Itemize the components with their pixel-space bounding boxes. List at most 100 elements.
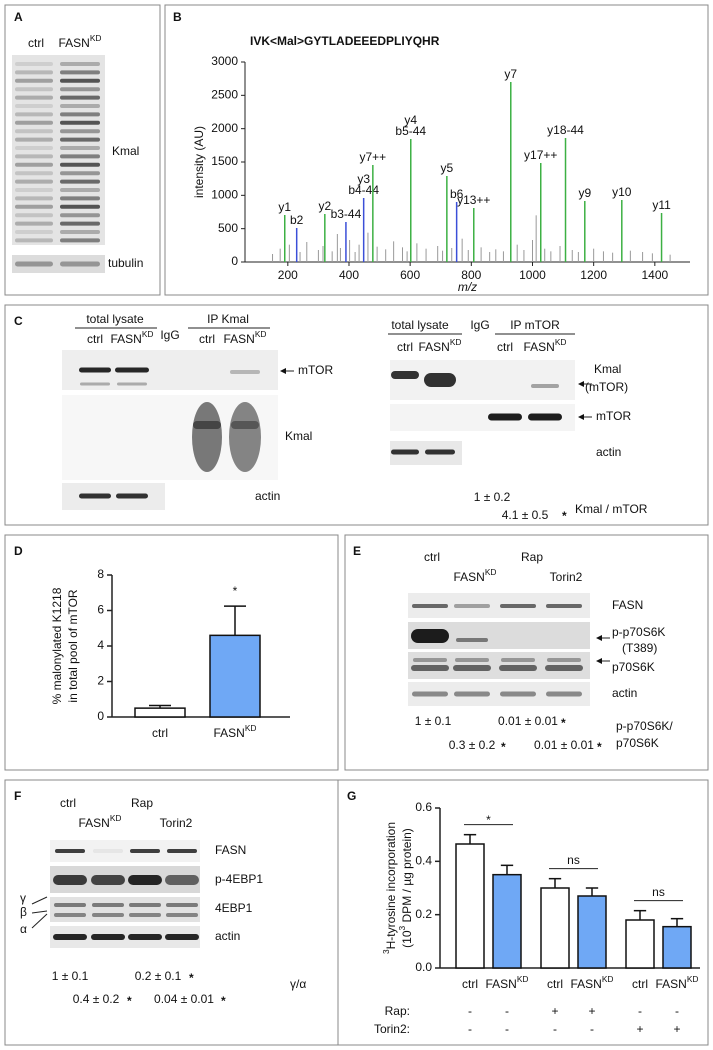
label: p70S6K — [616, 736, 659, 750]
significance-label: * — [233, 584, 238, 598]
blot-band — [15, 230, 53, 234]
blot-band — [60, 120, 100, 125]
label: 4.1 ± 0.5 — [502, 508, 549, 522]
text-part: FASN — [419, 340, 450, 354]
bar — [540, 887, 570, 969]
blot-band — [193, 421, 221, 429]
label: γ — [20, 891, 26, 905]
text-part: FASN — [59, 36, 90, 50]
peak-label: b3-44 — [331, 207, 362, 221]
y-axis-label: 3H-tyrosine incorporation — [381, 822, 398, 954]
blot-band — [15, 112, 53, 117]
blot-band — [391, 449, 419, 455]
blot-band — [91, 934, 125, 940]
blot-band — [456, 638, 488, 642]
blot-band — [60, 129, 100, 134]
blot-band — [92, 913, 124, 917]
label: γ/α — [290, 977, 306, 991]
text-part: ctrl — [424, 550, 440, 564]
treatment-mark: + — [673, 1022, 680, 1036]
label: Torin2 — [160, 816, 193, 830]
blot-band — [166, 913, 198, 917]
label: ctrl — [424, 550, 440, 564]
peak-label: y7 — [504, 67, 517, 81]
label: * — [562, 509, 567, 523]
blot-band — [413, 658, 447, 662]
blot-band — [412, 691, 448, 697]
y-tick-label: 0.4 — [415, 854, 432, 868]
significance-label: ns — [652, 885, 665, 899]
isoform-tick — [31, 896, 48, 905]
blot-band — [53, 934, 87, 940]
text-part: ctrl — [152, 726, 168, 740]
text-part: ctrl — [199, 332, 215, 346]
superscript: KD — [485, 567, 497, 577]
superscript: KD — [245, 723, 257, 733]
blot-band — [15, 171, 53, 176]
blot-band — [15, 221, 53, 226]
peak-label: y1 — [278, 200, 291, 214]
label: p70S6K — [612, 660, 655, 674]
label: FASNKD — [111, 329, 154, 346]
blot-band — [411, 665, 449, 671]
bar — [209, 634, 261, 718]
treatment-mark: - — [590, 1022, 594, 1036]
y-tick-label: 0.0 — [415, 960, 432, 974]
panel-frame — [164, 4, 709, 296]
blot-band — [15, 154, 53, 159]
superscript: KD — [90, 33, 102, 43]
x-tick-label: ctrl — [547, 977, 563, 991]
blot — [390, 360, 575, 400]
blot-band — [500, 691, 536, 697]
blot-band — [60, 179, 100, 184]
y-tick-label: 1000 — [211, 188, 238, 202]
arrow-head — [596, 635, 602, 641]
label: ctrl — [28, 36, 44, 50]
blot-band — [60, 188, 100, 192]
blot — [50, 897, 200, 922]
significance-label: ns — [567, 853, 580, 867]
blot-band — [166, 903, 198, 907]
label: total lysate — [391, 318, 449, 332]
y-axis-label: in total pool of mTOR — [66, 589, 80, 702]
bar — [455, 843, 485, 969]
text-part: Torin2 — [160, 816, 193, 830]
y-tick-label: 3000 — [211, 54, 238, 68]
blot-band — [15, 204, 53, 209]
x-tick-label: 1400 — [641, 268, 668, 282]
text-part: FASN — [214, 726, 245, 740]
blot-band — [93, 849, 123, 853]
text-part: FASN — [656, 977, 687, 991]
text-part: DPM / µg protein) — [400, 828, 414, 926]
text-part: H-tyrosine incorporation — [384, 822, 398, 949]
panel-letter: G — [347, 789, 356, 803]
label: ctrl — [497, 340, 513, 354]
blot-band — [60, 95, 100, 100]
y-tick-label: 6 — [97, 603, 104, 617]
label: 0.2 ± 0.1 — [135, 969, 182, 983]
label: actin — [612, 686, 637, 700]
blot-band — [129, 903, 161, 907]
blot-band — [15, 188, 53, 192]
label: p-p70S6K/ — [616, 719, 673, 733]
bar — [134, 707, 186, 718]
text-part: ctrl — [28, 36, 44, 50]
blot-band — [92, 903, 124, 907]
blot-band — [454, 604, 490, 608]
x-axis-label: m/z — [458, 280, 477, 294]
blot-band — [229, 402, 261, 472]
blot-band — [15, 95, 53, 100]
peak-label: y9 — [578, 186, 591, 200]
x-tick-label: 200 — [278, 268, 298, 282]
text-part: FASN — [486, 977, 517, 991]
peak-label: y17++ — [524, 148, 557, 162]
panel-letter: C — [14, 314, 23, 328]
blot-band — [117, 382, 147, 386]
arrow-head — [280, 368, 286, 374]
text-part: ctrl — [462, 977, 478, 991]
superscript: KD — [602, 974, 614, 984]
blot-band — [15, 70, 53, 75]
blot-band — [192, 402, 222, 472]
